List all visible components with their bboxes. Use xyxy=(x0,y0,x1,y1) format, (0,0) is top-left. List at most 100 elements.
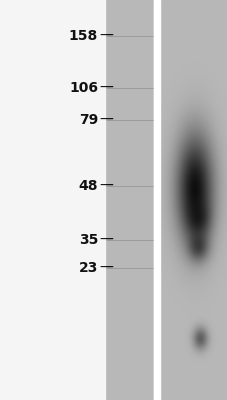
Bar xyxy=(159,347,227,352)
Bar xyxy=(153,0,159,400)
Bar xyxy=(159,171,227,176)
Text: —: — xyxy=(99,233,112,247)
Bar xyxy=(159,323,227,328)
Bar xyxy=(159,299,227,304)
Bar xyxy=(159,259,227,264)
Text: 23: 23 xyxy=(78,261,98,275)
Bar xyxy=(159,143,227,148)
Bar xyxy=(159,343,227,348)
Text: —: — xyxy=(99,29,112,43)
Bar xyxy=(159,251,227,256)
Bar xyxy=(159,3,227,8)
Bar xyxy=(159,203,227,208)
Bar xyxy=(159,83,227,88)
Bar xyxy=(159,311,227,316)
Bar xyxy=(159,367,227,372)
Bar xyxy=(159,23,227,28)
Bar xyxy=(159,0,227,4)
Bar xyxy=(159,223,227,228)
Text: 158: 158 xyxy=(69,29,98,43)
Bar xyxy=(159,47,227,52)
Bar xyxy=(159,95,227,100)
Bar xyxy=(159,147,227,152)
Bar xyxy=(159,339,227,344)
Text: —: — xyxy=(99,29,112,43)
Text: —: — xyxy=(99,179,112,193)
Text: 106: 106 xyxy=(69,81,98,95)
Bar xyxy=(159,387,227,392)
Bar xyxy=(159,87,227,92)
Bar xyxy=(159,379,227,384)
Text: 48: 48 xyxy=(78,179,98,193)
Bar xyxy=(159,271,227,276)
Bar xyxy=(159,355,227,360)
Bar xyxy=(159,395,227,400)
Bar xyxy=(159,63,227,68)
Text: 79: 79 xyxy=(79,113,98,127)
Bar xyxy=(159,207,227,212)
Text: —: — xyxy=(99,179,112,193)
Bar xyxy=(159,371,227,376)
Bar xyxy=(159,283,227,288)
Bar xyxy=(159,231,227,236)
Bar xyxy=(159,79,227,84)
Text: —: — xyxy=(99,81,112,95)
Text: 106: 106 xyxy=(69,81,98,95)
Bar xyxy=(159,163,227,168)
Bar xyxy=(159,103,227,108)
Bar xyxy=(159,183,227,188)
Text: —: — xyxy=(99,233,112,247)
Bar xyxy=(159,135,227,140)
Bar xyxy=(0,0,104,400)
Text: 35: 35 xyxy=(78,233,98,247)
Bar xyxy=(159,15,227,20)
Bar xyxy=(159,191,227,196)
Bar xyxy=(159,239,227,244)
Bar xyxy=(159,179,227,184)
Bar xyxy=(159,199,227,204)
Bar xyxy=(159,55,227,60)
Bar xyxy=(159,151,227,156)
Bar xyxy=(159,71,227,76)
Bar xyxy=(159,327,227,332)
Bar xyxy=(159,291,227,296)
Bar xyxy=(159,167,227,172)
Bar xyxy=(159,263,227,268)
Bar xyxy=(159,243,227,248)
Bar xyxy=(159,123,227,128)
Bar xyxy=(159,315,227,320)
Bar xyxy=(159,235,227,240)
Bar xyxy=(159,139,227,144)
Bar xyxy=(159,215,227,220)
Bar xyxy=(159,295,227,300)
Bar xyxy=(159,11,227,16)
Bar xyxy=(159,267,227,272)
Bar xyxy=(159,247,227,252)
Bar xyxy=(153,0,159,400)
Bar xyxy=(159,67,227,72)
Bar xyxy=(159,35,227,40)
Bar xyxy=(0,0,104,400)
Bar xyxy=(159,59,227,64)
Bar xyxy=(159,99,227,104)
Bar xyxy=(159,75,227,80)
Bar xyxy=(159,307,227,312)
Text: 23: 23 xyxy=(78,261,98,275)
Bar xyxy=(159,39,227,44)
Bar xyxy=(159,155,227,160)
Bar xyxy=(104,0,153,400)
Bar xyxy=(159,219,227,224)
Bar xyxy=(159,187,227,192)
Bar xyxy=(159,27,227,32)
Bar xyxy=(159,91,227,96)
Bar xyxy=(159,43,227,48)
Bar xyxy=(159,363,227,368)
Bar xyxy=(159,195,227,200)
Bar xyxy=(159,19,227,24)
Bar xyxy=(159,159,227,164)
Bar xyxy=(159,211,227,216)
Bar xyxy=(159,375,227,380)
Text: 35: 35 xyxy=(78,233,98,247)
Bar xyxy=(159,7,227,12)
Bar xyxy=(159,255,227,260)
